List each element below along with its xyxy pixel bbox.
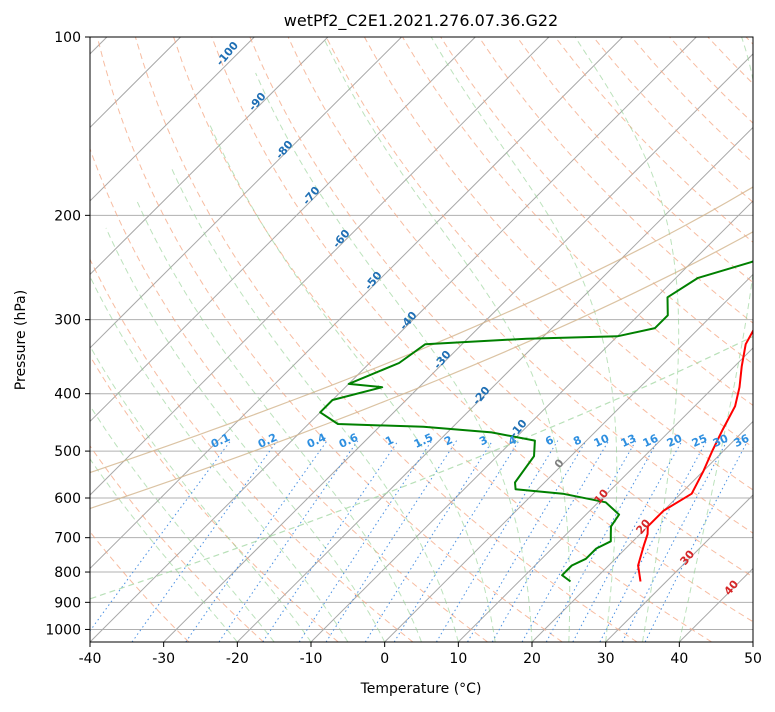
dry-adiabat [0,37,338,642]
mixing-ratio-label: 8 [571,433,583,448]
isotherm-gridline [753,37,775,642]
mixing-ratio-label: 1 [383,433,395,448]
temperature-profile-line [638,37,775,582]
isotherm-label: -30 [431,348,454,372]
y-tick-label: 800 [54,565,81,581]
isotherm-label: 20 [633,516,653,536]
chart-title: wetPf2_C2E1.2021.276.07.36.G22 [284,11,558,31]
y-tick-label: 300 [54,313,81,329]
x-tick-label: 0 [380,651,389,667]
y-tick-label: 600 [54,491,81,507]
y-axis-title: Pressure (hPa) [13,290,29,390]
isotherm-label: 40 [721,577,741,597]
isotherm-label: -70 [300,184,323,208]
isotherm-label: -60 [330,227,353,251]
mixing-ratio-label: 10 [592,432,612,450]
x-tick-label: 30 [597,651,615,667]
isotherm-label: 30 [677,547,697,567]
isotherm-gridline [0,37,402,642]
mixing-ratio-label: 20 [665,432,685,450]
moist-adiabat [34,302,275,642]
mixing-ratio-label: 0.2 [256,431,279,451]
isotherm-label: -90 [246,90,269,114]
y-tick-label: 500 [54,444,81,460]
isotherm-label: -20 [470,384,493,408]
y-tick-label: 700 [54,531,81,547]
isotherm-gridline [679,37,775,642]
mixing-ratio-line [600,441,707,642]
moist-adiabat [137,202,421,642]
y-tick-label: 400 [54,387,81,403]
dry-adiabat [555,37,775,642]
x-tick-label: -20 [226,651,249,667]
mixing-ratio-label: 0.1 [209,431,232,451]
x-tick-label: 10 [449,651,467,667]
mixing-ratio-line [573,441,682,642]
mixing-ratio-line [492,441,609,642]
mixing-ratio-line [219,441,358,642]
y-tick-label: 100 [54,30,81,46]
y-tick-label: 900 [54,595,81,611]
isotherm-label: -80 [273,138,296,162]
y-tick-label: 200 [54,208,81,224]
moist-adiabat [58,283,312,642]
isotherm-label: -50 [362,269,385,293]
dry-adiabat [21,37,413,642]
x-tick-label: 50 [744,651,762,667]
mixing-ratio-label: 2 [442,433,454,448]
dry-adiabat [708,37,775,642]
dry-adiabat [441,37,775,642]
moist-adiabat [171,166,459,642]
mixing-ratio-line [522,441,636,642]
x-tick-label: 40 [670,651,688,667]
dry-adiabat [517,37,775,642]
mixing-ratio-line [645,441,748,642]
moist-adiabat [13,324,238,642]
mixing-ratio-line [82,441,231,642]
dewpoint-profile-line [320,37,775,582]
dry-adiabat [746,37,775,642]
mixing-ratio-line [365,441,492,642]
dry-adiabat [59,37,488,642]
x-tick-label: -30 [152,651,175,667]
plot-frame [90,37,753,642]
dry-adiabat [0,37,263,642]
isotherm-gridline [311,37,775,642]
y-tick-label: 1000 [45,622,81,638]
mixing-ratio-label: 3 [477,433,489,448]
x-tick-label: 20 [523,651,541,667]
mixing-ratio-line [263,441,399,642]
x-tick-label: -40 [79,651,102,667]
mixing-ratio-line [622,441,727,642]
isotherm-label: 0 [552,456,567,470]
mixing-ratio-label: 0.4 [305,431,328,451]
x-axis-title: Temperature (°C) [360,681,482,697]
mixing-ratio-label: 13 [619,432,638,450]
mixing-ratio-label: 16 [641,432,661,450]
reference-curve [0,37,775,642]
isotherm-gridline [90,37,696,642]
moist-adiabat [575,37,679,642]
isotherm-gridline [0,37,254,642]
x-tick-label: -10 [300,651,323,667]
reference-curve [0,37,775,642]
mixing-ratio-label: 36 [732,432,752,450]
reference-curve [0,37,775,642]
